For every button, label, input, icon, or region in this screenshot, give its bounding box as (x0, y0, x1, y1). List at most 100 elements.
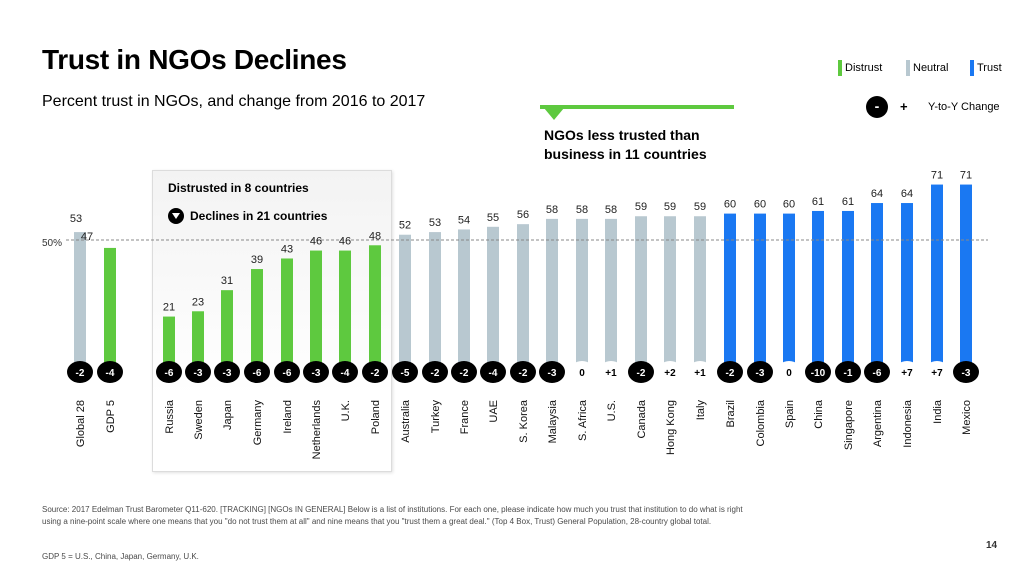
category-label-15: Malaysia (547, 399, 559, 443)
bar-7 (310, 250, 322, 372)
category-label-9: Poland (370, 400, 382, 434)
bar-8 (339, 250, 351, 372)
bar-15 (546, 218, 558, 372)
change-bubble-0 (67, 361, 93, 383)
change-label-25: -1 (844, 368, 853, 379)
change-bubble-9 (362, 361, 388, 383)
change-label-5: -6 (253, 368, 262, 379)
bar-9 (369, 245, 381, 372)
change-bubble-22 (747, 361, 773, 383)
value-label-16: 58 (576, 204, 588, 216)
callout-marker-line (540, 105, 734, 109)
change-label-2: -6 (165, 368, 174, 379)
category-label-0: Global 28 (75, 400, 87, 447)
category-label-16: S. Africa (577, 399, 589, 441)
change-label-15: -3 (548, 368, 557, 379)
bar-28 (931, 184, 943, 372)
change-bubble-24 (805, 361, 831, 383)
legend-label-distrust: Distrust (845, 62, 883, 74)
value-label-6: 43 (281, 243, 293, 255)
change-bubble-10 (392, 361, 418, 383)
change-label-28: +7 (931, 368, 943, 379)
declines-label: Declines in 21 countries (190, 209, 328, 223)
category-label-7: Netherlands (311, 400, 323, 460)
change-bubble-12 (451, 361, 477, 383)
bar-0 (74, 232, 86, 372)
bar-18 (635, 216, 647, 372)
category-label-8: U.K. (340, 400, 352, 421)
category-label-14: S. Korea (518, 399, 530, 443)
change-bubble-6 (274, 361, 300, 383)
source-note: Source: 2017 Edelman Trust Barometer Q11… (42, 505, 743, 526)
category-label-19: Hong Kong (665, 400, 677, 455)
category-label-11: Turkey (430, 400, 442, 434)
value-label-24: 61 (812, 196, 824, 208)
change-label-14: -2 (519, 368, 528, 379)
change-label-19: +2 (664, 368, 676, 379)
value-label-5: 39 (251, 254, 263, 266)
change-label-26: -6 (873, 368, 882, 379)
page-subtitle: Percent trust in NGOs, and change from 2… (42, 93, 426, 110)
change-bubble-15 (539, 361, 565, 383)
value-label-19: 59 (664, 201, 676, 213)
change-label-16: 0 (579, 368, 585, 379)
change-bubble-27 (894, 361, 920, 383)
value-label-17: 58 (605, 204, 617, 216)
category-label-3: Sweden (193, 400, 205, 440)
change-label-9: -2 (371, 368, 380, 379)
category-label-10: Australia (400, 399, 412, 443)
change-bubble-20 (687, 361, 713, 383)
bar-22 (754, 213, 766, 372)
category-label-1: GDP 5 (105, 400, 117, 433)
change-label-29: -3 (962, 368, 971, 379)
legend-item-neutral: Neutral (906, 60, 948, 76)
change-bubble-17 (598, 361, 624, 383)
category-label-6: Ireland (282, 400, 294, 434)
value-label-2: 21 (163, 302, 175, 314)
bar-16 (576, 218, 588, 372)
change-label-4: -3 (223, 368, 232, 379)
bar-25 (842, 210, 854, 372)
category-label-5: Germany (252, 400, 264, 446)
change-label-10: -5 (401, 368, 410, 379)
category-label-12: France (459, 400, 471, 434)
category-label-27: Indonesia (902, 399, 914, 448)
category-label-28: India (932, 399, 944, 424)
category-label-21: Brazil (725, 400, 737, 428)
gdp-note: GDP 5 = U.S., China, Japan, Germany, U.K… (42, 552, 199, 561)
bar-2 (163, 316, 175, 372)
legend-item-distrust: Distrust (838, 60, 882, 76)
bar-14 (517, 224, 529, 372)
change-label-18: -2 (637, 368, 646, 379)
bar-4 (221, 290, 233, 372)
yoy-change-legend: - + Y-to-Y Change (866, 96, 1016, 118)
change-label-6: -6 (283, 368, 292, 379)
legend-swatch-neutral (906, 60, 910, 76)
change-label-21: -2 (726, 368, 735, 379)
value-label-10: 52 (399, 220, 411, 232)
legend-label-trust: Trust (977, 62, 1002, 74)
value-label-11: 53 (429, 217, 441, 229)
bar-27 (901, 203, 913, 372)
legend-item-trust: Trust (970, 60, 1002, 76)
value-label-21: 60 (724, 199, 736, 211)
bar-26 (871, 203, 883, 372)
value-label-23: 60 (783, 199, 795, 211)
category-label-26: Argentina (872, 399, 884, 447)
change-bubble-4 (214, 361, 240, 383)
category-label-18: Canada (636, 399, 648, 438)
change-bubble-14 (510, 361, 536, 383)
bar-6 (281, 258, 293, 372)
change-label-7: -3 (312, 368, 321, 379)
decline-arrow-icon (168, 208, 184, 224)
change-bubble-2 (156, 361, 182, 383)
reference-line-label: 50% (42, 238, 63, 249)
callout-line-2: business in 11 countries (544, 146, 707, 162)
change-bubble-8 (332, 361, 358, 383)
page-title: Trust in NGOs Declines (42, 44, 347, 75)
value-label-13: 55 (487, 212, 499, 224)
change-label-1: -4 (106, 368, 115, 379)
value-label-28: 71 (931, 170, 943, 182)
value-label-1: 47 (81, 231, 93, 243)
